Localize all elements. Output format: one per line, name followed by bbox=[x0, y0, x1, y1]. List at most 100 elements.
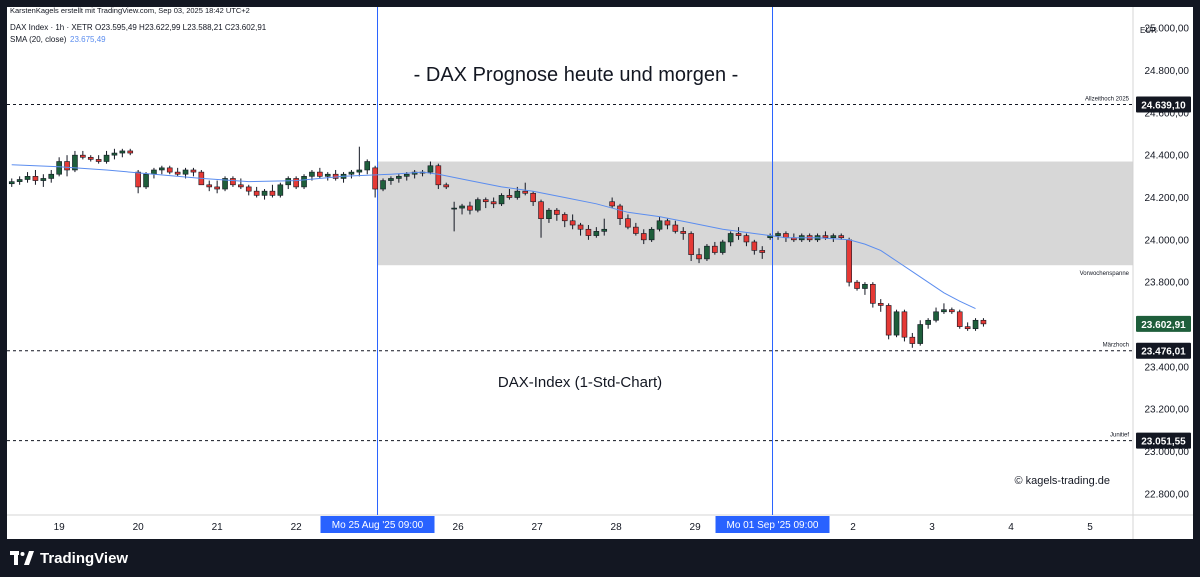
candle-body bbox=[609, 201, 615, 207]
candle-down bbox=[877, 299, 884, 312]
candle-down bbox=[577, 222, 584, 236]
candle-body bbox=[277, 184, 284, 196]
candle-body bbox=[380, 180, 386, 190]
candle-down bbox=[696, 248, 702, 264]
copyright-watermark: © kagels-trading.de bbox=[1014, 475, 1110, 487]
candle-body bbox=[885, 305, 892, 336]
candle-body bbox=[917, 324, 924, 344]
candle-body bbox=[854, 281, 860, 289]
tradingview-logo[interactable]: TradingView bbox=[10, 549, 128, 567]
candle-down bbox=[443, 182, 450, 190]
candle-body bbox=[704, 245, 710, 260]
time-highlight-label: Mo 25 Aug '25 09:00 bbox=[332, 520, 424, 531]
candle-body bbox=[214, 186, 220, 190]
candle-down bbox=[230, 176, 236, 187]
candle-body bbox=[538, 201, 544, 219]
candle-down bbox=[909, 332, 916, 348]
candle-down bbox=[688, 231, 694, 261]
candle-up bbox=[656, 216, 663, 232]
header-ohlc: O23.595,49 H23.622,99 L23.588,21 C23.602… bbox=[95, 23, 267, 32]
header-sma-label: SMA (20, close) bbox=[10, 35, 67, 44]
candle-body bbox=[174, 171, 181, 175]
x-tick-label: 26 bbox=[453, 522, 465, 533]
candle-body bbox=[317, 171, 323, 177]
candle-body bbox=[830, 235, 837, 239]
candle-body bbox=[364, 161, 371, 171]
candle-body bbox=[269, 190, 276, 196]
candle-down bbox=[625, 214, 631, 230]
candle-down bbox=[190, 167, 197, 177]
candle-body bbox=[712, 245, 718, 253]
candle-up bbox=[451, 201, 457, 232]
candle-body bbox=[925, 319, 931, 325]
candle-body bbox=[372, 167, 378, 190]
candle-down bbox=[198, 169, 205, 186]
candle-down bbox=[64, 155, 70, 177]
price-label-layer: 24.639,10 23.476,01 23.051,55 23.602,91 bbox=[1136, 96, 1191, 449]
plot-background bbox=[7, 7, 1193, 539]
y-tick-label: 24.600,00 bbox=[1145, 108, 1190, 119]
candle-body bbox=[119, 150, 126, 154]
candle-body bbox=[253, 190, 260, 196]
candle-body bbox=[427, 165, 434, 173]
level-price-tag bbox=[1136, 96, 1191, 113]
last-price-tag bbox=[1136, 315, 1191, 332]
y-tick-label: 23.000,00 bbox=[1145, 447, 1190, 458]
candle-down bbox=[127, 148, 134, 156]
candle-body bbox=[72, 154, 78, 171]
candle-down bbox=[609, 197, 615, 209]
candle-body bbox=[95, 159, 102, 162]
level-price-label: 23.051,55 bbox=[1141, 437, 1186, 448]
candle-body bbox=[719, 241, 726, 253]
candle-down bbox=[87, 155, 94, 162]
candle-body bbox=[862, 283, 868, 289]
candle-body bbox=[56, 161, 62, 175]
candle-down bbox=[467, 201, 473, 215]
level-name: Allzeithoch 2025 bbox=[1085, 97, 1130, 103]
level-price-tag bbox=[1136, 432, 1191, 449]
candle-down bbox=[980, 318, 987, 327]
candle-down bbox=[743, 233, 750, 247]
candle-down bbox=[735, 227, 742, 240]
candle-down bbox=[838, 233, 845, 240]
candle-body bbox=[688, 233, 694, 255]
candle-up bbox=[16, 176, 23, 185]
candle-up bbox=[40, 174, 47, 187]
y-tick-label: 23.200,00 bbox=[1145, 405, 1190, 416]
candle-down bbox=[538, 199, 544, 238]
candle-up bbox=[364, 159, 371, 175]
x-tick-label: 19 bbox=[54, 522, 66, 533]
level-name: Junitief bbox=[1110, 433, 1129, 439]
candle-up bbox=[277, 182, 284, 198]
candle-body bbox=[554, 209, 560, 215]
candle-body bbox=[506, 195, 513, 198]
candle-body bbox=[949, 309, 955, 313]
candle-down bbox=[293, 176, 299, 190]
candle-up bbox=[917, 320, 924, 346]
time-highlight-tag bbox=[715, 516, 830, 533]
candle-body bbox=[585, 228, 592, 236]
candle-down bbox=[569, 214, 576, 230]
candle-body bbox=[656, 220, 663, 230]
candle-body bbox=[222, 178, 228, 190]
candle-body bbox=[640, 233, 647, 241]
tradingview-logo-icon bbox=[10, 551, 34, 565]
candle-down bbox=[238, 178, 244, 190]
y-tick-label: 24.400,00 bbox=[1145, 151, 1190, 162]
tradingview-logo-text: TradingView bbox=[40, 549, 129, 567]
time-highlight-tag bbox=[320, 516, 435, 533]
candle-body bbox=[751, 241, 758, 251]
sma-line bbox=[11, 164, 976, 310]
x-tick-label: 20 bbox=[133, 522, 145, 533]
candle-body bbox=[617, 205, 623, 219]
candle-down bbox=[759, 246, 766, 259]
candle-up bbox=[285, 176, 292, 190]
candle-body bbox=[459, 205, 465, 209]
candle-body bbox=[514, 190, 521, 198]
candle-down bbox=[885, 303, 892, 340]
candle-down bbox=[585, 225, 592, 240]
candle-body bbox=[87, 156, 94, 160]
candle-down bbox=[435, 163, 442, 190]
candle-down bbox=[80, 150, 86, 160]
candle-down bbox=[206, 180, 213, 192]
